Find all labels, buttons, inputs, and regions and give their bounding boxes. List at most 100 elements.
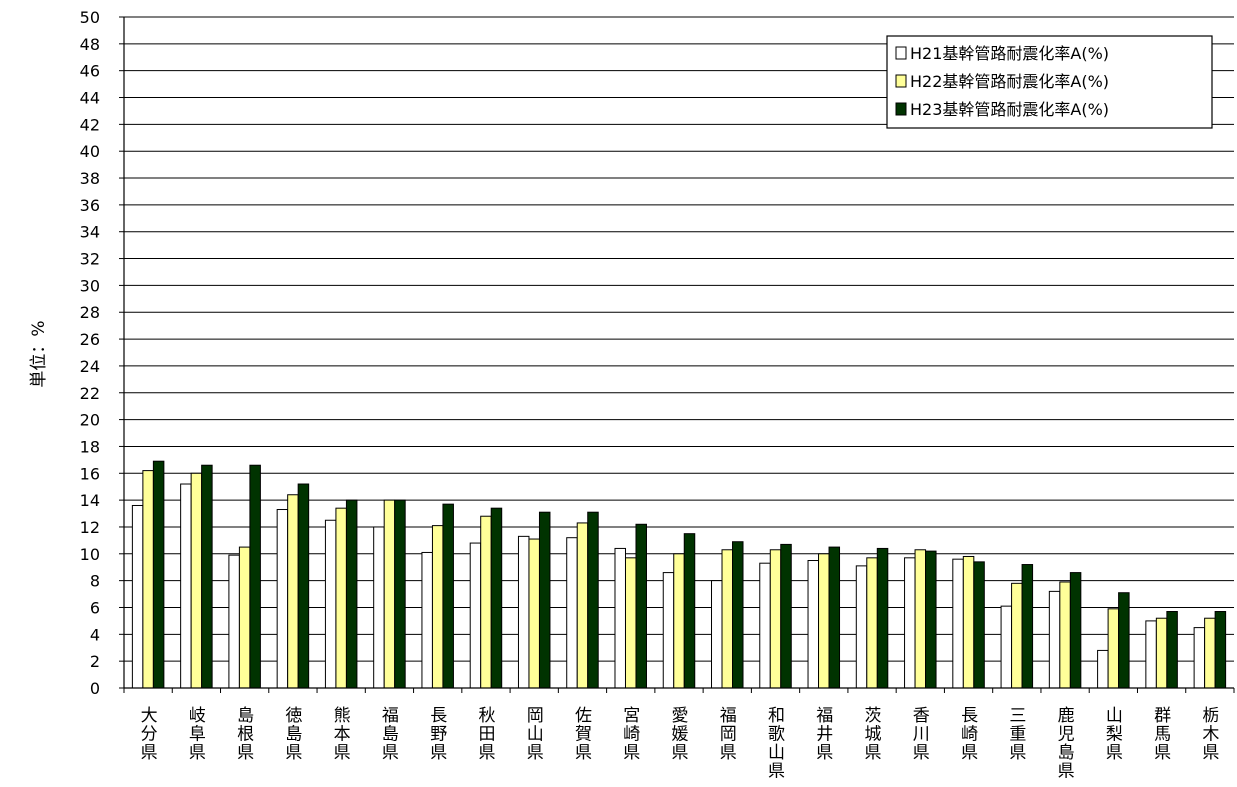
bar-3-7	[442, 503, 454, 689]
y-tick-label: 2	[90, 652, 100, 671]
bar-1-17	[904, 557, 916, 689]
bar-3-4	[297, 483, 310, 689]
y-tick-label: 46	[80, 62, 100, 81]
x-category-label: 三重県	[1009, 706, 1026, 763]
bar-2-20	[1059, 581, 1071, 689]
bar-1-16	[855, 565, 868, 689]
y-tick-label: 30	[80, 276, 100, 295]
bar-3-23	[1214, 611, 1227, 689]
legend-swatch	[895, 46, 907, 60]
y-tick-label: 24	[80, 357, 100, 376]
x-category-label: 福井県	[816, 706, 833, 763]
bar-3-13	[732, 541, 744, 689]
x-category-label: 栃木県	[1202, 706, 1219, 763]
axes	[123, 17, 1235, 693]
bar-3-16	[876, 547, 889, 689]
y-tick-label: 12	[80, 518, 100, 537]
bar-2-1	[142, 470, 154, 689]
bar-3-12	[683, 533, 696, 689]
bar-3-18	[973, 561, 985, 689]
bar-2-8	[480, 515, 492, 689]
x-category-label: 島根県	[237, 706, 254, 763]
bar-1-3	[228, 554, 240, 689]
bar-2-13	[721, 549, 734, 689]
y-tick-label: 22	[80, 384, 100, 403]
bar-3-19	[1021, 564, 1034, 689]
y-tick-label: 14	[80, 491, 100, 510]
bar-2-2	[190, 472, 203, 689]
y-tick-label: 0	[90, 679, 100, 698]
bar-3-11	[635, 523, 647, 689]
x-category-labels: 大分県 岐阜県 島根県 徳島県 熊本県 福島県 長野県 秋田県 岡山県 佐賀県 宮崎県 愛媛県 福岡県 和…	[141, 706, 1220, 782]
x-category-label: 長野県	[430, 706, 447, 763]
x-category-label: 群馬県	[1154, 706, 1171, 763]
x-category-label: 福岡県	[720, 706, 737, 763]
bar-3-8	[490, 507, 503, 689]
bar-1-20	[1048, 590, 1061, 689]
bar-3-3	[249, 464, 261, 689]
x-category-label: 茨城県	[865, 706, 882, 763]
x-category-label: 香川県	[913, 706, 930, 763]
bar-3-17	[925, 550, 937, 689]
x-category-label: 熊本県	[334, 706, 351, 763]
bar-1-9	[517, 535, 530, 689]
legend-box	[886, 35, 1213, 129]
bar-3-14	[780, 543, 792, 689]
bar-3-1	[152, 460, 165, 689]
bar-2-5	[335, 507, 347, 689]
x-category-label: 大分県	[141, 706, 158, 763]
bar-1-22	[1145, 620, 1157, 689]
x-category-label: 福島県	[382, 706, 399, 763]
bar-2-10	[576, 522, 589, 689]
bar-3-2	[201, 464, 213, 689]
x-category-label: 山梨県	[1106, 706, 1123, 763]
bar-2-12	[673, 553, 685, 689]
y-tick-label: 8	[90, 572, 100, 591]
y-tick-label: 48	[80, 35, 100, 54]
y-tick-label: 32	[80, 250, 100, 269]
bar-1-1	[131, 504, 144, 689]
bar-1-19	[1000, 605, 1013, 689]
x-category-label: 鹿児島県	[1058, 706, 1075, 782]
legend: H21基幹管路耐震化率A(%) H22基幹管路耐震化率A(%) H23基幹管路耐震化…	[886, 35, 1213, 129]
bar-2-4	[287, 494, 299, 689]
bar-1-15	[807, 560, 820, 689]
legend-label: H22基幹管路耐震化率A(%)	[910, 72, 1109, 91]
bar-1-13	[711, 580, 723, 689]
y-tick-label: 36	[80, 196, 100, 215]
bar-2-6	[383, 499, 396, 689]
y-tick-label: 4	[90, 625, 100, 644]
x-category-label: 岡山県	[527, 706, 544, 763]
y-tick-label: 44	[80, 89, 100, 108]
bar-1-8	[469, 542, 482, 689]
bar-3-22	[1166, 611, 1178, 689]
bar-2-17	[914, 549, 927, 689]
bar-1-12	[662, 572, 675, 689]
bar-3-9	[538, 511, 551, 689]
x-category-label: 和歌山県	[768, 706, 785, 782]
bar-2-22	[1155, 617, 1168, 689]
y-axis-label: 単位：%	[29, 320, 49, 387]
y-tick-labels: 0246810121416182022242628303234363840424…	[80, 8, 100, 698]
y-tick-label: 50	[80, 8, 100, 27]
x-category-label: 佐賀県	[575, 706, 592, 763]
y-tick-label: 10	[80, 545, 100, 564]
bar-1-18	[952, 558, 964, 689]
bar-1-21	[1097, 649, 1109, 689]
bar-2-9	[528, 538, 540, 689]
x-category-label: 徳島県	[285, 706, 302, 763]
legend-swatch	[895, 74, 907, 88]
y-tick-label: 28	[80, 303, 100, 322]
bar-3-5	[345, 499, 358, 689]
bar-3-21	[1118, 592, 1130, 689]
y-tick-label: 26	[80, 330, 100, 349]
bar-1-6	[373, 526, 385, 689]
bar-2-3	[238, 546, 251, 689]
x-category-label: 秋田県	[478, 706, 495, 763]
bar-1-7	[421, 551, 433, 689]
bar-marks	[131, 460, 1227, 689]
y-tick-label: 34	[80, 223, 100, 242]
bar-3-10	[587, 511, 599, 689]
bar-2-23	[1204, 617, 1216, 689]
